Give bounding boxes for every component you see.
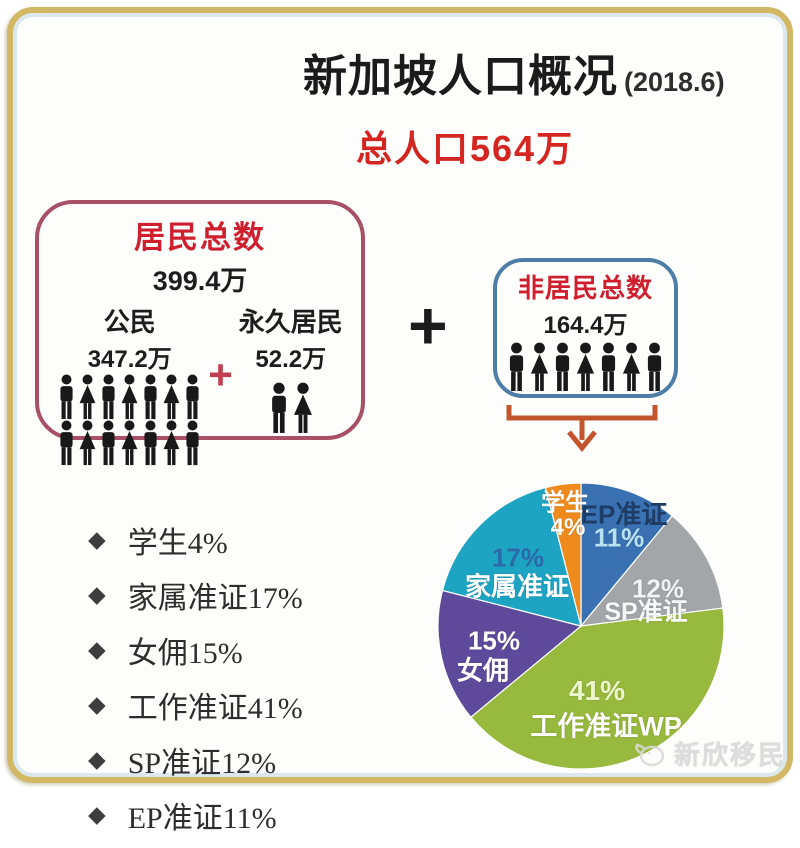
male-person-icon: [509, 342, 524, 391]
pie-pct-sp: 12%: [631, 573, 685, 604]
female-person-icon: [79, 374, 96, 420]
legend-label: EP准证11%: [127, 802, 277, 835]
arrow-down-bracket-icon: [506, 405, 658, 452]
legend-label: SP准证12%: [127, 747, 277, 780]
watermark: 新欣移民: [632, 735, 786, 772]
diamond-bullet-icon: ◆: [88, 692, 106, 718]
legend-label: 工作准证41%: [127, 692, 303, 725]
diamond-bullet-icon: ◆: [88, 747, 106, 773]
pie-label-sp: SP准证: [604, 598, 688, 626]
residents-groups-row: 公民 347.2万 + 永久居民 52.2万: [39, 302, 361, 466]
watermark-text: 新欣移民: [673, 740, 786, 770]
pie-slice-wp: [469, 607, 725, 770]
pie-chart-svg: [437, 482, 725, 770]
pie-pct-student: 4%: [550, 514, 586, 541]
legend-item: ◆ SP准证12%: [88, 738, 303, 782]
citizens-group: 公民 347.2万: [57, 302, 202, 466]
permanent-residents-group: 永久居民 52.2万: [239, 302, 343, 434]
permanent-residents-value: 52.2万: [255, 346, 327, 373]
plus-icon: +: [208, 351, 233, 398]
person-icon-row: [57, 420, 202, 466]
male-person-icon: [102, 420, 115, 466]
residents-total: 399.4万: [152, 266, 248, 296]
person-icon-row: [239, 382, 343, 434]
nonresidents-icons: [497, 342, 674, 392]
residents-box-title: 居民总数: [134, 220, 266, 255]
legend-item: ◆ 女佣15%: [88, 628, 303, 672]
male-person-icon: [60, 420, 73, 466]
male-person-icon: [102, 374, 115, 420]
permanent-residents-label: 永久居民: [238, 307, 343, 337]
pie-pct-ep: 11%: [593, 522, 645, 553]
pie-slice-ep: [580, 482, 673, 628]
plus-icon: +: [408, 288, 448, 364]
nonresidents-box: 非居民总数 164.4万: [493, 258, 678, 398]
female-person-icon: [530, 342, 549, 391]
pie-slice-dependent: [441, 486, 582, 627]
page-title-date: (2018.6): [624, 67, 725, 97]
female-person-icon: [576, 342, 595, 391]
page-title-text: 新加坡人口概况: [303, 52, 618, 101]
legend-label: 学生4%: [127, 527, 228, 560]
male-person-icon: [186, 374, 199, 420]
female-person-icon: [622, 342, 641, 391]
pie-chart: [436, 481, 726, 771]
pie-pct-dependent: 17%: [491, 542, 545, 573]
nonresidents-total: 164.4万: [543, 312, 628, 339]
pie-label-wp: 工作准证WP: [530, 711, 682, 742]
diamond-bullet-icon: ◆: [88, 637, 106, 663]
legend-item: ◆ 学生4%: [88, 518, 303, 562]
citizens-label: 公民: [103, 307, 156, 337]
pie-slice-student: [544, 482, 582, 627]
male-person-icon: [555, 342, 570, 391]
diamond-bullet-icon: ◆: [88, 802, 106, 828]
diamond-bullet-icon: ◆: [88, 527, 106, 553]
male-person-icon: [144, 374, 157, 420]
permanent-residents-icons: [239, 382, 343, 434]
residents-box: 居民总数 399.4万 公民 347.2万 + 永久居民 52.2万: [35, 200, 365, 466]
female-person-icon: [121, 374, 138, 420]
male-person-icon: [60, 374, 73, 420]
female-person-icon: [163, 420, 180, 466]
female-person-icon: [79, 420, 96, 466]
legend-item: ◆ 工作准证41%: [88, 683, 303, 727]
female-person-icon: [121, 420, 138, 466]
male-person-icon: [601, 342, 616, 391]
legend-item: ◆ EP准证11%: [88, 793, 303, 837]
legend-label: 女佣15%: [127, 637, 243, 670]
male-person-icon: [647, 342, 662, 391]
male-person-icon: [186, 420, 199, 466]
female-person-icon: [163, 374, 180, 420]
person-icon-row: [57, 374, 202, 420]
citizens-icons: [57, 374, 202, 466]
legend-label: 家属准证17%: [127, 582, 303, 615]
pie-label-ep: EP准证: [580, 499, 668, 530]
pie-pct-maid: 15%: [467, 625, 521, 656]
male-person-icon: [144, 420, 157, 466]
pie-legend: ◆ 学生4% ◆ 家属准证17% ◆ 女佣15% ◆ 工作准证41% ◆ SP准证12% ◆ EP准证…: [88, 518, 303, 848]
bird-logo-icon: [635, 743, 665, 766]
pie-slice-sp: [579, 514, 724, 627]
male-person-icon: [271, 382, 286, 433]
diamond-bullet-icon: ◆: [88, 582, 106, 608]
female-person-icon: [293, 382, 312, 433]
pie-label-maid: 女佣: [456, 655, 510, 686]
pie-label-student: 学生: [541, 489, 589, 517]
citizens-value: 347.2万: [87, 346, 172, 373]
total-population: 总人口564万: [356, 128, 575, 169]
pie-pct-wp: 41%: [568, 675, 626, 706]
page-title: 新加坡人口概况 (2018.6): [303, 40, 725, 104]
pie-slice-maid: [437, 589, 583, 718]
person-icon-row: [501, 342, 670, 392]
legend-item: ◆ 家属准证17%: [88, 573, 303, 617]
pie-label-dependent: 家属准证: [464, 571, 570, 602]
nonresidents-box-title: 非居民总数: [517, 273, 653, 303]
